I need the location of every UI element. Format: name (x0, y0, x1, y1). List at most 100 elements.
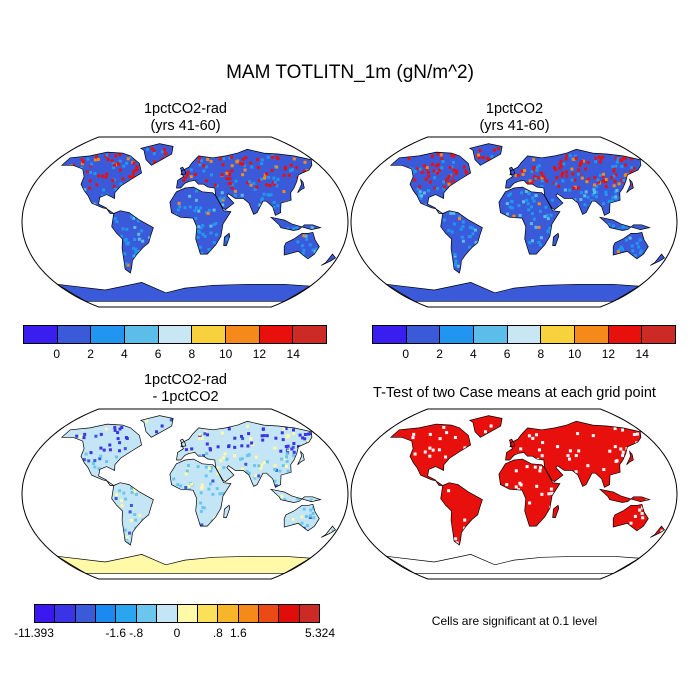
continent-antarctica (386, 554, 640, 574)
colorbar-tick-label: 0 (402, 347, 410, 361)
colorbar-tick-label: 0 (53, 347, 61, 361)
colorbar-tick-label: 6 (154, 347, 162, 361)
colorbar-box (197, 605, 219, 622)
colorbar-box (474, 326, 508, 343)
colorbar-tick-label: 4 (120, 347, 128, 361)
colorbar-tick-label: 10 (567, 347, 582, 361)
continent-southAmerica (111, 210, 154, 273)
colorbar-box (158, 326, 193, 343)
colorbar-ticks: 0 2 4 6 8 10 12 14 (23, 344, 327, 362)
colorbar-box (57, 326, 92, 343)
colorbar-box (279, 605, 300, 622)
continent-southAmerica (111, 482, 154, 545)
colorbar-box (125, 326, 159, 343)
colorbar-box (157, 605, 178, 622)
colorbar-tick-label: 12 (601, 347, 616, 361)
map-bottom-right (350, 408, 678, 580)
land-layer (386, 415, 665, 574)
map-top-right (350, 136, 678, 308)
colorbar-box (258, 605, 280, 622)
continent-antarctica (386, 282, 640, 302)
continent-greenland (140, 415, 174, 438)
colorbar-box (55, 605, 76, 622)
colorbar-box (440, 326, 475, 343)
colorbar-box (116, 605, 137, 622)
map-outline (350, 136, 678, 308)
colorbar-tick-label: 12 (252, 347, 267, 361)
data-cells (75, 418, 336, 545)
colorbar-tick-label: 2 (436, 347, 443, 361)
continent-madagascar (552, 233, 559, 246)
continent-greenland (469, 415, 503, 438)
colorbar-top-right: 0 2 4 6 8 10 12 14 (372, 325, 676, 362)
colorbar-box (299, 605, 320, 622)
colorbar-tick-label: 8 (188, 347, 196, 361)
colorbar-tick-label: 8 (537, 347, 545, 361)
colorbar-tick-label: -1.6 (105, 626, 127, 640)
map-outline (21, 136, 349, 308)
colorbar-tick-label: 14 (286, 347, 300, 361)
ttest-significance-note: Cells are significant at 0.1 level (431, 614, 598, 628)
colorbar-box (24, 326, 58, 343)
colorbar-box (507, 326, 542, 343)
panel-title-bottom-left: 1pctCO2-rad - 1pctCO2 (143, 372, 227, 405)
colorbar-top-left: 0 2 4 6 8 10 12 14 (23, 325, 327, 362)
coastlines (57, 415, 337, 574)
figure-title: MAM TOTLITN_1m (gN/m^2) (226, 62, 474, 83)
colorbar-boxes (34, 604, 320, 623)
colorbar-box (642, 326, 676, 343)
colorbar-box (192, 326, 227, 343)
continent-madagascar (223, 505, 230, 518)
continent-madagascar (552, 505, 559, 518)
map-outline (21, 408, 349, 580)
colorbar-box (608, 326, 643, 343)
continent-africa (498, 459, 560, 527)
panel-title-top-left: 1pctCO2-rad (yrs 41-60) (143, 101, 227, 134)
continent-africa (498, 187, 560, 255)
colorbar-tick-label: 1.6 (229, 626, 247, 640)
panel-title-bottom-right: T-Test of two Case means at each grid po… (373, 385, 656, 401)
continent-indonesia (599, 489, 650, 503)
colorbar-tick-label: .8 (212, 626, 223, 640)
colorbar-tick-label: 10 (218, 347, 233, 361)
colorbar-tick-label: -.8 (129, 626, 144, 640)
colorbar-ticks: 0 2 4 6 8 10 12 14 (372, 344, 676, 362)
map-bottom-left (21, 408, 349, 580)
continent-antarctica (57, 554, 311, 574)
colorbar-tick-label: 0 (173, 626, 181, 640)
colorbar-box (136, 605, 158, 622)
colorbar-box (91, 326, 126, 343)
coastlines (386, 415, 666, 574)
colorbar-box (575, 326, 609, 343)
colorbar-box (226, 326, 260, 343)
continent-southAmerica (440, 482, 483, 545)
land-layer (57, 143, 336, 302)
coastlines (57, 143, 337, 302)
colorbar-tick-label: 5.324 (304, 626, 336, 640)
colorbar-box (541, 326, 576, 343)
colorbar-box (96, 605, 117, 622)
continent-indonesia (270, 217, 321, 231)
colorbar-box (293, 326, 327, 343)
colorbar-tick-label: -11.393 (14, 626, 54, 640)
colorbar-box (373, 326, 407, 343)
coastlines (386, 143, 666, 302)
data-cells (69, 147, 318, 267)
colorbar-box (75, 605, 97, 622)
colorbar-box (259, 326, 294, 343)
colorbar-bottom-left: -11.393 -1.6 -.8 0 .8 1.6 5.324 (14, 604, 335, 641)
colorbar-boxes (23, 325, 327, 344)
map-top-left (21, 136, 349, 308)
continent-eurasia (505, 421, 641, 488)
continent-northAmerica (61, 152, 142, 214)
continent-antarctica (57, 282, 311, 302)
colorbar-box (406, 326, 441, 343)
colorbar-box (177, 605, 198, 622)
colorbar-tick-label: 14 (635, 347, 649, 361)
land-layer (57, 415, 336, 574)
continent-africa (169, 187, 231, 255)
colorbar-boxes (372, 325, 676, 344)
map-outline (350, 408, 678, 580)
continent-eurasia (176, 421, 312, 488)
colorbar-box (218, 605, 239, 622)
